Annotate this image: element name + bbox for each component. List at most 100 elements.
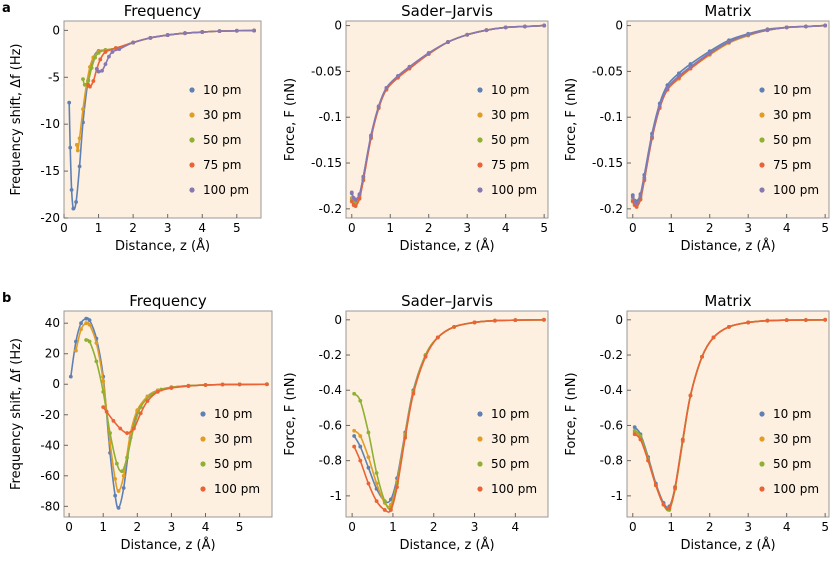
data-point [765,318,770,323]
x-tick-label: 2 [129,221,137,235]
data-point [395,485,399,489]
x-tick-label: 0 [629,520,637,534]
data-point [117,47,122,52]
chart-title: Frequency [129,292,207,310]
data-point [366,481,371,486]
data-point [657,104,662,109]
legend-marker [477,461,483,467]
data-point [823,23,828,28]
plot-area [345,20,549,219]
y-tick-label: -80 [40,499,60,513]
data-point [252,28,256,33]
y-tick-label: -15 [40,164,60,178]
legend-marker [477,436,483,442]
legend-label: 30 pm [491,108,529,122]
data-point [82,82,87,87]
data-point [349,190,354,195]
y-tick-label: 0 [334,313,342,327]
data-point [650,134,654,139]
legend-label: 30 pm [773,108,811,122]
data-point [503,25,508,30]
data-point [452,324,457,329]
chart-title: Frequency [124,2,202,20]
x-tick-label: 2 [706,221,714,235]
data-point [264,382,269,387]
legend-marker [759,87,765,93]
data-point [113,493,118,498]
data-point [357,192,362,197]
data-point [688,64,693,69]
y-tick-label: -0.05 [592,64,623,78]
data-point [131,40,136,45]
x-tick-label: 5 [821,520,829,534]
y-tick-label: -20 [40,211,60,225]
data-point [94,66,99,71]
y-tick-label: -10 [40,117,60,131]
data-point [79,321,83,326]
data-point [68,145,73,150]
data-point [138,411,143,416]
chart-title: Matrix [704,292,751,310]
legend-marker [189,112,195,118]
data-point [711,335,716,340]
data-point [382,499,387,504]
data-point [358,458,363,463]
x-tick-label: 0 [348,221,356,235]
data-point [116,505,121,510]
data-layer [632,317,828,512]
data-point [634,201,639,206]
plot-area [626,20,830,219]
data-point [423,354,428,359]
data-point [169,386,174,390]
data-point [653,483,658,488]
legend-label: 50 pm [203,133,241,147]
x-tick-label: 5 [236,520,244,534]
data-point [96,50,101,55]
legend-label: 50 pm [491,457,529,471]
data-point [114,461,119,466]
x-tick-label: 4 [783,221,791,235]
x-tick-label: 1 [667,221,675,235]
legend-label: 50 pm [773,133,811,147]
data-point [125,431,129,435]
data-point [542,317,546,322]
data-point [411,391,416,396]
x-tick-label: 1 [667,520,675,534]
legend-label: 30 pm [214,432,252,446]
data-point [361,174,366,179]
data-point [646,458,651,463]
y-tick-label: -0.1 [600,110,623,124]
data-point [632,428,637,433]
x-tick-label: 4 [202,520,210,534]
y-tick-label: -60 [40,469,60,483]
y-tick-label: 40 [45,316,60,330]
data-point [111,418,116,423]
data-point [71,206,76,211]
data-point [353,204,358,208]
data-point [120,469,124,474]
data-point [121,473,126,478]
data-point [727,40,731,44]
y-tick-label: 0 [615,19,623,33]
y-tick-label: -0.15 [311,156,342,170]
data-point [661,502,666,507]
data-point [353,197,358,202]
legend-label: 30 pm [773,432,811,446]
data-point [638,437,643,442]
data-point [98,57,103,62]
x-axis-label: Distance, z (Å) [399,537,494,553]
data-point [84,321,89,326]
data-point [667,506,672,511]
data-point [116,489,121,493]
y-axis-label: Frequency shift, Δf (Hz) [9,44,24,196]
data-point [784,318,789,323]
data-point [121,486,126,490]
x-tick-label: 4 [502,221,510,235]
legend-marker [759,112,765,118]
chart-a2: Sader–Jarvis 0 1 2 3 4 5 -0.2 -0.15 -0.1 -0.05 0 Dis… [283,2,549,254]
data-point [94,341,99,345]
data-point [77,164,82,169]
x-tick-label: 4 [783,520,791,534]
data-point [74,339,78,344]
data-point [113,476,118,481]
